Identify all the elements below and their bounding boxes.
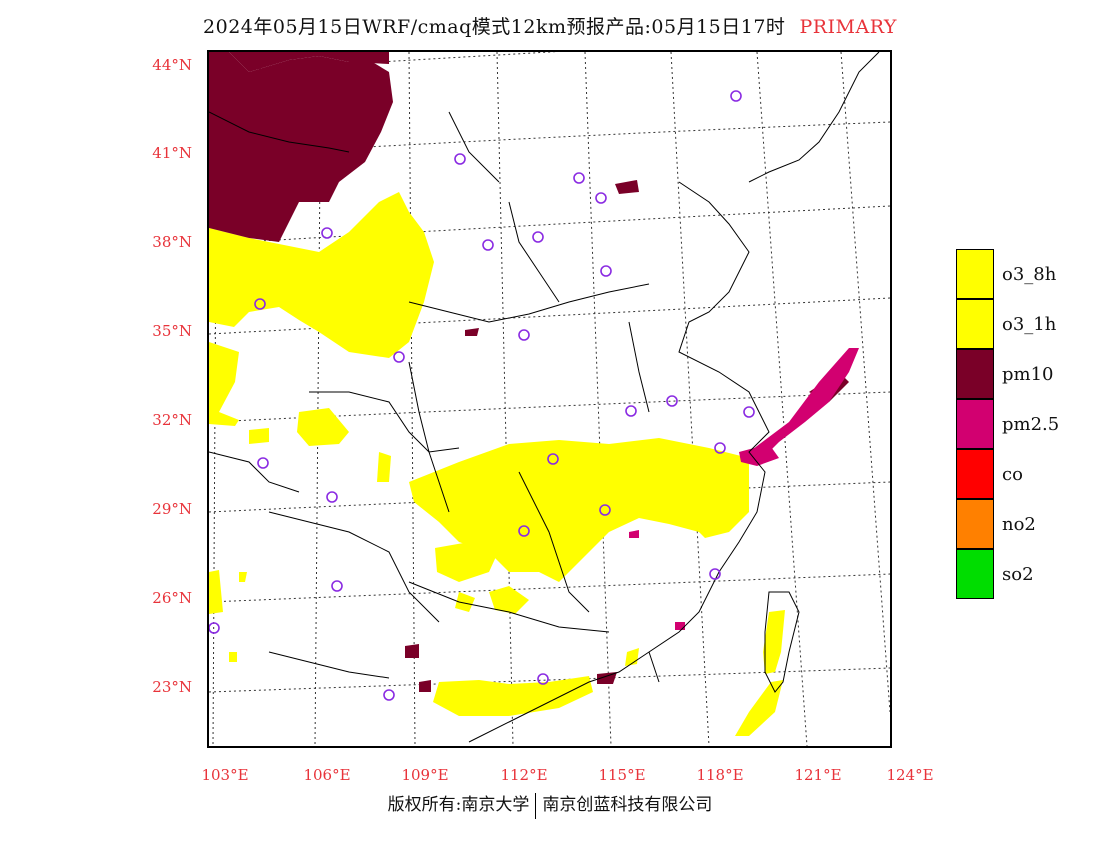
legend-swatch-pm25 [956,399,994,449]
lat-label-26: 26°N [152,589,192,607]
footer-divider [535,792,537,819]
legend-label-pm10: pm10 [1002,363,1054,385]
legend-item-co: co [956,449,1059,499]
map-panel[interactable] [207,50,892,748]
legend-label-o3-1h: o3_1h [1002,313,1057,335]
legend-swatch-co [956,449,994,499]
lat-label-32: 32°N [152,411,192,429]
lon-label-121: 121°E [794,766,842,784]
legend-swatch-so2 [956,549,994,599]
lat-label-44: 44°N [152,56,192,74]
legend-item-so2: so2 [956,549,1059,599]
lon-label-106: 106°E [303,766,351,784]
lon-label-103: 103°E [201,766,249,784]
o3-regions [209,192,785,736]
legend-label-o3-8h: o3_8h [1002,263,1057,285]
lon-label-118: 118°E [696,766,744,784]
map-title: 2024年05月15日WRF/cmaq模式12km预报产品:05月15日17时 P… [0,12,1100,39]
lon-label-109: 109°E [401,766,449,784]
title-text: 2024年05月15日WRF/cmaq模式12km预报产品:05月15日17时 [203,16,786,38]
lon-label-112: 112°E [500,766,548,784]
legend-label-pm25: pm2.5 [1002,413,1060,435]
lat-label-35: 35°N [152,322,192,340]
legend-swatch-pm10 [956,349,994,399]
lon-label-124: 124°E [886,766,934,784]
pm25-regions [629,348,859,630]
map-canvas [209,52,890,746]
legend-label-co: co [1002,463,1023,485]
copyright-footer: 版权所有:南京大学 南京创蓝科技有限公司 [0,790,1100,819]
lat-label-41: 41°N [152,144,192,162]
legend-item-no2: no2 [956,499,1059,549]
copyright-right: 南京创蓝科技有限公司 [542,795,713,815]
legend-swatch-o3-1h [956,299,994,349]
legend: o3_8h o3_1h pm10 pm2.5 co no2 so2 [956,249,1059,599]
legend-item-o3-1h: o3_1h [956,299,1059,349]
pm10-regions [209,52,849,692]
station-markers [209,90,755,701]
legend-label-so2: so2 [1002,563,1034,585]
legend-item-pm25: pm2.5 [956,399,1059,449]
title-tag: PRIMARY [799,16,897,38]
lat-label-23: 23°N [152,678,192,696]
lon-label-115: 115°E [598,766,646,784]
legend-item-o3-8h: o3_8h [956,249,1059,299]
legend-label-no2: no2 [1002,513,1036,535]
lat-label-29: 29°N [152,500,192,518]
lat-label-38: 38°N [152,233,192,251]
legend-item-pm10: pm10 [956,349,1059,399]
legend-swatch-no2 [956,499,994,549]
copyright-left: 版权所有:南京大学 [387,795,530,815]
legend-swatch-o3-8h [956,249,994,299]
boundaries [209,52,880,743]
